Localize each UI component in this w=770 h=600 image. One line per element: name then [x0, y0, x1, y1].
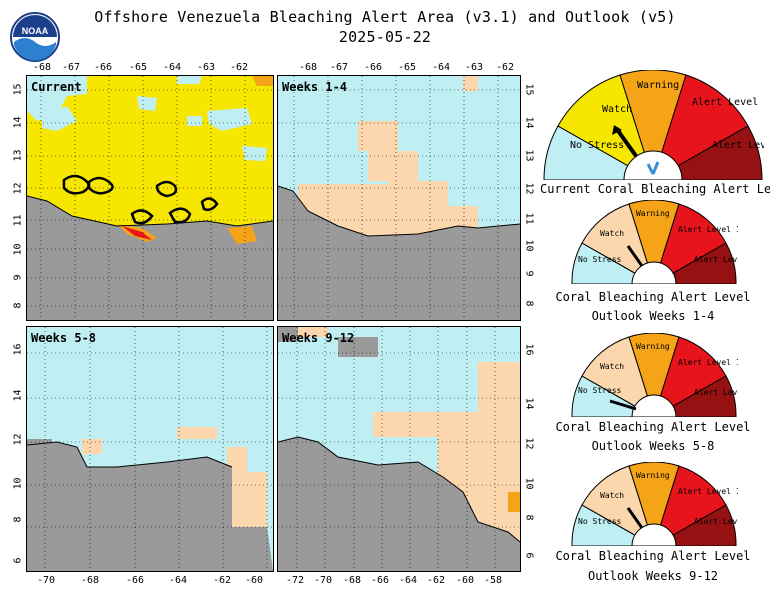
gauge-current: No Stress Watch Warning Alert Level 1 Al… [542, 69, 770, 182]
svg-text:Watch: Watch [600, 229, 624, 238]
gauge-weeks9-12-caption2: Outlook Weeks 9-12 [587, 569, 719, 583]
gauge-weeks5-8-caption2: Outlook Weeks 5-8 [591, 439, 715, 453]
svg-text:Alert Level 1: Alert Level 1 [678, 225, 738, 234]
svg-text:Warning: Warning [636, 209, 670, 218]
map-panel-weeks9-12: Weeks 9-12 [277, 326, 521, 572]
svg-text:NOAA: NOAA [22, 26, 49, 36]
svg-text:Watch: Watch [600, 362, 624, 371]
svg-text:Alert Level 1: Alert Level 1 [678, 487, 738, 496]
panel-label-current: Current [31, 80, 82, 94]
panel-label-weeks1-4: Weeks 1-4 [282, 80, 348, 94]
svg-text:Alert Level 1: Alert Level 1 [692, 97, 764, 108]
svg-text:No Stress: No Stress [578, 386, 622, 395]
svg-text:Alert Level 2: Alert Level 2 [694, 255, 738, 264]
map-panel-current: Current [26, 75, 274, 321]
gauge-weeks1-4-caption1: Coral Bleaching Alert Level [555, 290, 751, 304]
svg-text:Alert Level 2: Alert Level 2 [712, 140, 764, 151]
gauge-weeks1-4-caption2: Outlook Weeks 1-4 [591, 309, 715, 323]
svg-text:Watch: Watch [600, 491, 624, 500]
gauge-weeks5-8: No Stress Watch Warning Alert Level 1 Al… [570, 332, 757, 419]
svg-text:Alert Level 2: Alert Level 2 [694, 388, 738, 397]
svg-text:Warning: Warning [636, 471, 670, 480]
svg-text:Alert Level 1: Alert Level 1 [678, 358, 738, 367]
page-date: 2025-05-22 [338, 28, 432, 46]
page-title: Offshore Venezuela Bleaching Alert Area … [94, 8, 676, 26]
svg-text:No Stress: No Stress [570, 140, 624, 151]
panel-label-weeks5-8: Weeks 5-8 [31, 331, 97, 345]
svg-text:Watch: Watch [602, 104, 632, 115]
noaa-logo: NOAA [10, 12, 60, 62]
map-panel-weeks5-8: Weeks 5-8 [26, 326, 274, 572]
gauge-needle [614, 126, 638, 158]
gauge-weeks9-12: No Stress Watch Warning Alert Level 1 Al… [570, 461, 757, 548]
gauge-current-caption: Current Coral Bleaching Alert Level [540, 182, 770, 196]
gauge-weeks9-12-caption1: Coral Bleaching Alert Level [555, 549, 751, 563]
gauge-weeks5-8-caption1: Coral Bleaching Alert Level [555, 420, 751, 434]
svg-text:No Stress: No Stress [578, 255, 622, 264]
svg-text:No Stress: No Stress [578, 517, 622, 526]
gauge-weeks1-4: No Stress Watch Warning Alert Level 1 Al… [570, 199, 757, 286]
svg-text:Warning: Warning [636, 342, 670, 351]
map-panel-weeks1-4: Weeks 1-4 [277, 75, 521, 321]
panel-label-weeks9-12: Weeks 9-12 [282, 331, 355, 345]
svg-text:Warning: Warning [637, 80, 679, 91]
svg-text:Alert Level 2: Alert Level 2 [694, 517, 738, 526]
